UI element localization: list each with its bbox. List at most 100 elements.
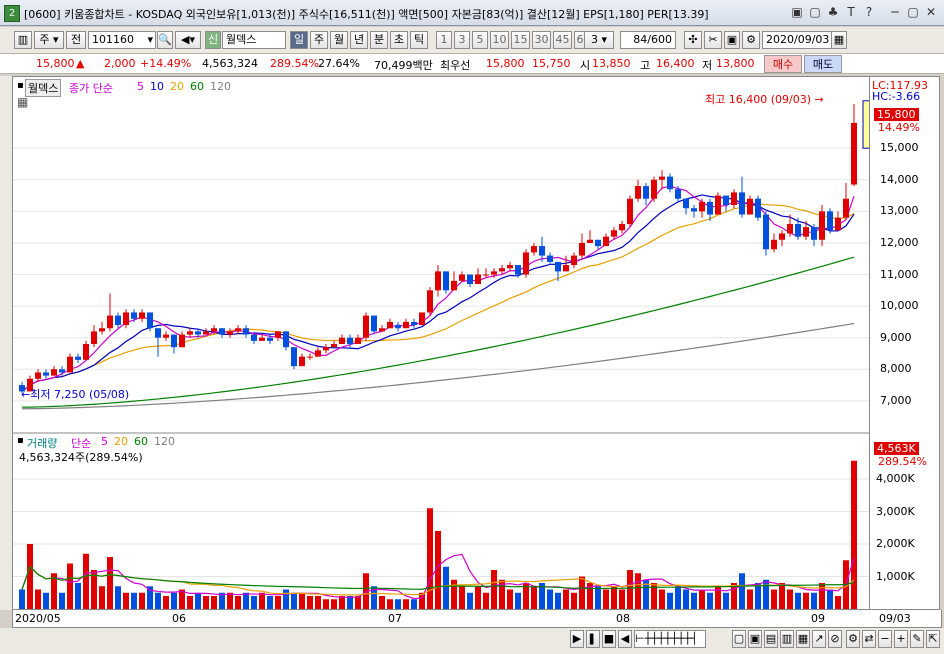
interval-tab-5[interactable]: 초 [390, 31, 408, 49]
font-icon[interactable]: T [847, 5, 855, 19]
tile-icon[interactable]: ▤ [764, 630, 778, 648]
stop-icon[interactable]: ■ [602, 630, 616, 648]
interval-number-45[interactable]: 45 [553, 31, 572, 49]
bars-icon[interactable]: ▥ [780, 630, 794, 648]
minimize-button[interactable]: ─ [891, 5, 899, 19]
crosshair-icon[interactable]: ✣ [684, 31, 702, 49]
volume-bar [243, 592, 249, 609]
buy-button[interactable]: 매수 [764, 55, 802, 73]
interval-number-3[interactable]: 3 [454, 31, 470, 49]
lock-icon[interactable]: ✎ [910, 630, 924, 648]
candle [803, 227, 809, 237]
rewind-icon[interactable]: ◀ [618, 630, 632, 648]
candle [811, 227, 817, 240]
candle [619, 223, 625, 231]
volume-bar [267, 596, 273, 609]
stock-code-input[interactable]: 101160 ▾ [88, 31, 156, 49]
pause-icon[interactable]: ❚❚ [586, 630, 600, 648]
candle [667, 176, 673, 190]
candle [179, 334, 185, 348]
play-icon[interactable]: ▶ [570, 630, 584, 648]
volume-bar [291, 592, 297, 609]
interval-tab-3[interactable]: 년 [350, 31, 368, 49]
search-icon[interactable]: 🔍 [157, 31, 173, 49]
interval-number-5[interactable]: 5 [472, 31, 488, 49]
credit-badge: 신 [205, 31, 221, 49]
candle [163, 334, 169, 338]
zoom-out-icon[interactable]: − [878, 630, 892, 648]
volume-bar [83, 553, 89, 609]
layout-icon[interactable]: ▥ [14, 31, 32, 49]
range-input[interactable]: 84/600 [620, 31, 676, 49]
interval-tab-0[interactable]: 일 [290, 31, 308, 49]
trend-icon[interactable]: ↗ [812, 630, 826, 648]
candle [707, 201, 713, 215]
candle [387, 321, 393, 329]
chart-type-icon[interactable]: ▦ [796, 630, 810, 648]
speaker-icon[interactable]: ◀▾ [175, 31, 201, 49]
low-label: 저 [702, 59, 713, 72]
gear-icon[interactable]: ⚙ [742, 31, 760, 49]
interval-tab-4[interactable]: 분 [370, 31, 388, 49]
zoom-slider[interactable]: ⊢┼┼┼┼┼┼┼┤ [634, 630, 706, 648]
volume-title: 거래량 [27, 437, 58, 450]
volume-bar [651, 583, 657, 609]
count-select[interactable]: 3 ▾ [584, 31, 614, 49]
period-select[interactable]: 주 ▾ [34, 31, 64, 49]
save-icon[interactable]: ▣ [724, 31, 740, 49]
ma20-line [21, 203, 855, 392]
volume-bar [43, 592, 49, 609]
interval-number-1[interactable]: 1 [436, 31, 452, 49]
screen-link-icon[interactable]: ▣ [791, 5, 803, 19]
overlay-icon[interactable]: ▣ [748, 630, 762, 648]
zoom-in-icon[interactable]: + [894, 630, 908, 648]
resize-icon[interactable]: ⇱ [926, 630, 940, 648]
volume-bar [307, 596, 313, 609]
volume-bar [659, 589, 665, 609]
volume-bar [91, 570, 97, 609]
new-window-icon[interactable]: ▢ [809, 5, 821, 19]
price-tick-label: 10,000 [880, 299, 919, 313]
maximize-button[interactable]: ▢ [907, 5, 919, 19]
interval-number-10[interactable]: 10 [490, 31, 509, 49]
candle [171, 334, 177, 348]
interval-number-15[interactable]: 15 [511, 31, 530, 49]
close-button[interactable]: ✕ [925, 5, 937, 19]
candlestick-chart[interactable] [13, 77, 869, 609]
date-input[interactable]: 2020/09/03 [762, 31, 832, 49]
prev-button[interactable]: 전 [66, 31, 86, 49]
link-icon[interactable]: ⊘ [828, 630, 842, 648]
grid-icon[interactable]: ▦ [17, 95, 29, 109]
date-label: 08 [616, 612, 630, 625]
volume-ma-header: 단순 [71, 437, 92, 450]
config-icon[interactable]: ⚙ [846, 630, 860, 648]
scissor-icon[interactable]: ✂ [704, 31, 722, 49]
interval-tab-6[interactable]: 틱 [410, 31, 428, 49]
chart-area[interactable]: ▪ 월덱스 종가 단순 5 10 20 60 120 ▦ 최고 16,400 (09/0… [12, 76, 870, 610]
price-axis[interactable]: LC:117.93 HC:-3.66 15,800 14.49% 15,000 1… [870, 76, 940, 610]
help-icon[interactable]: ? [865, 5, 873, 19]
volume-bar [331, 599, 337, 609]
hc-value: HC:-3.66 [872, 90, 921, 103]
interval-number-30[interactable]: 30 [532, 31, 551, 49]
price-tick-label: 13,000 [880, 204, 919, 218]
restore-icon[interactable]: ▢ [732, 630, 746, 648]
interval-tab-1[interactable]: 주 [310, 31, 328, 49]
candle [395, 325, 401, 329]
compare-icon[interactable]: ⇄ [862, 630, 876, 648]
calendar-icon[interactable]: ▦ [831, 31, 847, 49]
volume-bar [219, 592, 225, 609]
stock-tag[interactable]: 월덱스 [25, 79, 62, 97]
interval-tab-2[interactable]: 월 [330, 31, 348, 49]
clover-icon[interactable]: ♣ [827, 5, 839, 19]
volume-bar [547, 589, 553, 609]
candle [203, 331, 209, 335]
change-value: 2,000 [104, 57, 136, 70]
volume-bar [131, 592, 137, 609]
sell-button[interactable]: 매도 [804, 55, 842, 73]
low-value: 13,800 [716, 57, 755, 70]
volume-bar [171, 592, 177, 609]
candle [595, 239, 601, 247]
low-annotation: ←최저 7,250 (05/08) [21, 388, 130, 401]
volume-bar [227, 592, 233, 609]
